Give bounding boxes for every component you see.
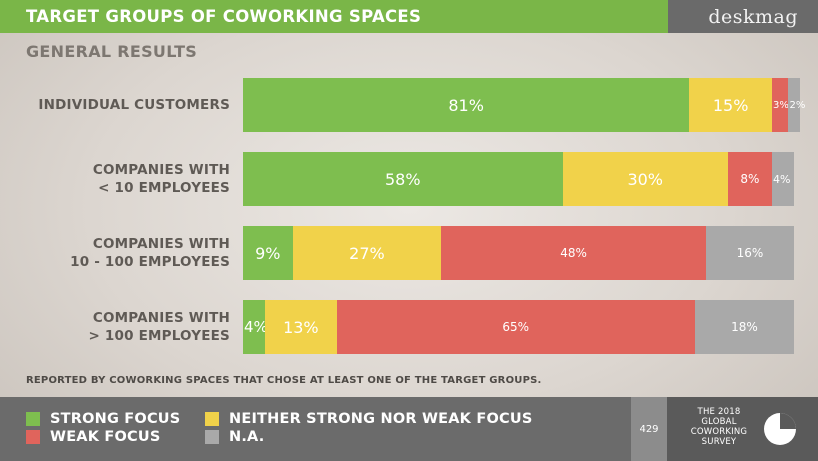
data-label: 3% [772,99,789,111]
legend-label: WEAK FOCUS [50,429,161,445]
bar-row: 9% 27% 48% 16% [243,226,794,280]
survey-line: THE 2018 [697,407,741,417]
page-number: 429 [639,423,659,435]
data-label: 81% [448,95,484,115]
legend-item-neither-focus: NEITHER STRONG NOR WEAK FOCUS [205,411,532,427]
legend-label: N.A. [229,429,265,445]
data-label: 15% [712,95,749,115]
legend-swatch [26,430,40,444]
data-label: 8% [740,172,760,186]
data-label: 13% [283,317,319,337]
bar-row: 58% 30% 8% 4% [243,152,794,206]
legend: STRONG FOCUS NEITHER STRONG NOR WEAK FOC… [0,397,631,461]
category-label-line: COMPANIES WITH [92,236,230,252]
legend-item-strong-focus: STRONG FOCUS [26,411,180,427]
legend-label: NEITHER STRONG NOR WEAK FOCUS [229,411,533,427]
survey-line: GLOBAL [701,417,737,427]
data-label: 9% [255,243,281,263]
data-label: 4% [772,172,791,186]
category-label: COMPANIES WITH > 100 EMPLOYEES [0,309,230,345]
category-label: COMPANIES WITH 10 - 100 EMPLOYEES [0,235,230,271]
data-label: 27% [349,243,385,263]
page-title: TARGET GROUPS OF COWORKING SPACES [26,7,422,26]
bar-segment: 30% [562,152,728,206]
pie-chart-icon [764,413,796,445]
data-label: 58% [385,169,421,189]
brand-logo: deskmag [708,5,798,28]
legend-item-weak-focus: WEAK FOCUS [26,429,161,445]
category-label-line: COMPANIES WITH [92,310,230,326]
bar-segment: 2% [788,78,805,132]
legend-swatch [26,412,40,426]
legend-item-na: N.A. [205,429,264,445]
bar-segment: 81% [243,78,690,132]
bar-segment: 13% [265,300,337,354]
bar-row: 81% 15% 3% 2% [243,78,805,132]
bar-segment: 3% [771,78,789,132]
bar-segment: 4% [771,152,794,206]
header-bar: TARGET GROUPS OF COWORKING SPACES deskma… [0,0,818,33]
legend-label: STRONG FOCUS [50,411,181,427]
bar-row: 4% 13% 65% 18% [243,300,794,354]
legend-swatch [205,412,219,426]
survey-band: THE 2018 GLOBAL COWORKING SURVEY [667,397,818,461]
page-number-band: 429 [631,397,667,461]
bar-segment: 16% [705,226,794,280]
category-label-line: INDIVIDUAL CUSTOMERS [38,97,230,113]
data-label: 65% [502,320,530,334]
category-label: INDIVIDUAL CUSTOMERS [0,96,230,114]
category-label-line: < 10 EMPLOYEES [98,180,230,196]
bar-segment: 27% [292,226,442,280]
category-label: COMPANIES WITH < 10 EMPLOYEES [0,161,230,197]
survey-line: COWORKING [690,427,748,437]
bar-segment: 65% [336,300,695,354]
category-label-line: > 100 EMPLOYEES [88,328,230,344]
bar-segment: 8% [727,152,772,206]
data-label: 18% [731,320,758,334]
survey-title: THE 2018 GLOBAL COWORKING SURVEY [679,407,759,447]
bar-segment: 18% [694,300,794,354]
legend-swatch [205,430,219,444]
bar-segment: 48% [441,226,706,280]
bar-segment: 4% [243,300,268,354]
bar-segment: 15% [689,78,772,132]
footer-bar: STRONG FOCUS NEITHER STRONG NOR WEAK FOC… [0,397,818,461]
survey-line: SURVEY [701,437,737,447]
title-band: TARGET GROUPS OF COWORKING SPACES [0,0,668,33]
data-label: 30% [627,169,663,189]
data-label: 48% [560,246,587,260]
bar-segment: 9% [243,226,293,280]
category-label-line: COMPANIES WITH [92,162,230,178]
chart-footnote: REPORTED BY COWORKING SPACES THAT CHOSE … [26,375,542,386]
category-label-line: 10 - 100 EMPLOYEES [70,254,230,270]
chart-subtitle: GENERAL RESULTS [26,42,198,61]
data-label: 16% [736,246,764,260]
bar-segment: 58% [243,152,563,206]
brand-band: deskmag [668,0,818,33]
